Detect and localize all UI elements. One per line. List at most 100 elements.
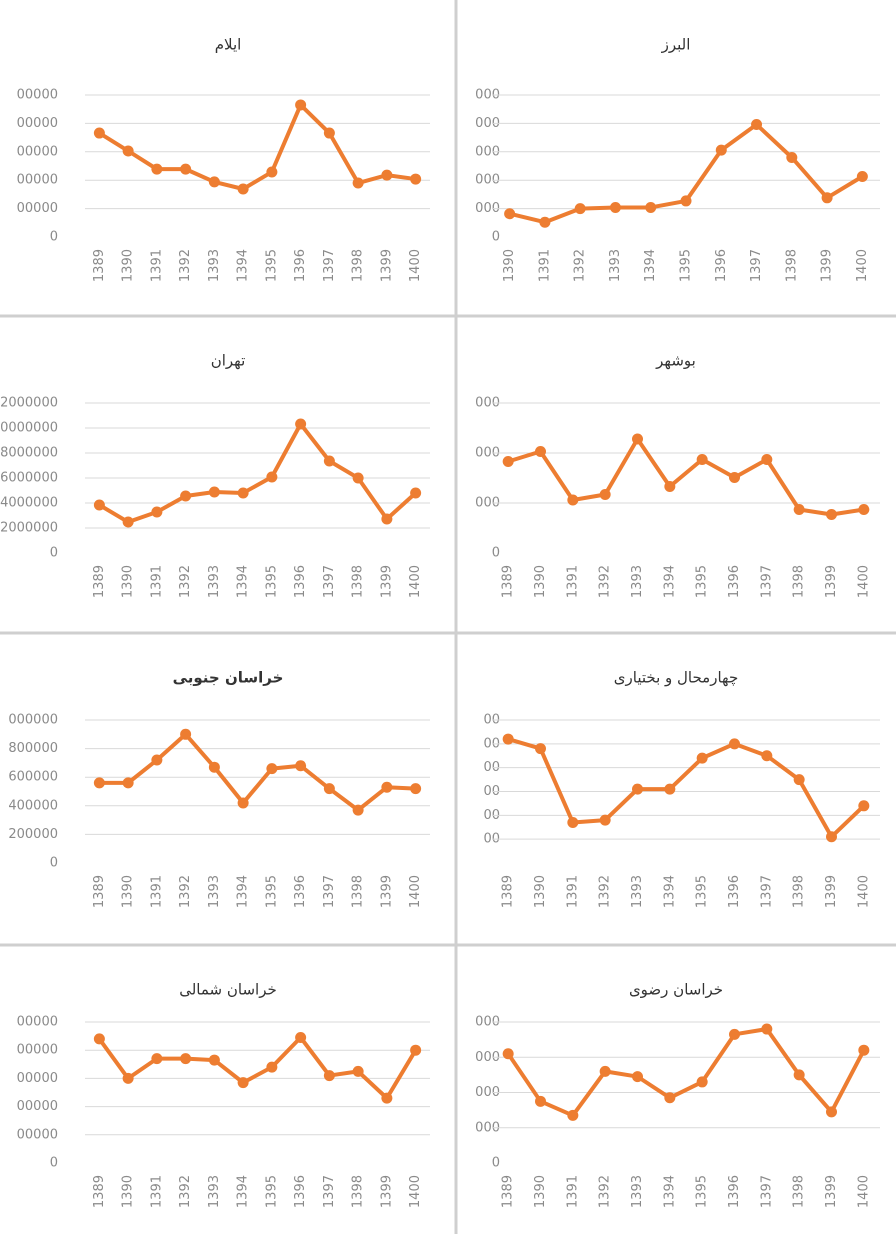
- x-tick-label: 1394: [236, 875, 251, 908]
- data-point: [352, 177, 364, 189]
- y-tick-label: 000: [475, 1050, 500, 1065]
- x-tick-label: 1398: [792, 1175, 807, 1208]
- x-tick-label: 1392: [178, 249, 193, 282]
- x-tick-label: 1400: [855, 249, 870, 282]
- x-tick-label: 1391: [565, 1175, 580, 1208]
- chart-title: ایلام: [215, 36, 242, 54]
- x-tick-label: 1395: [679, 249, 694, 282]
- data-point: [93, 1033, 105, 1045]
- y-tick-label: 0: [492, 1156, 500, 1171]
- y-tick-label: 600000: [8, 770, 58, 785]
- x-tick-label: 1392: [178, 565, 193, 598]
- data-point: [323, 127, 335, 139]
- chart-title: البرز: [661, 36, 691, 54]
- data-point: [599, 814, 611, 826]
- data-point: [858, 800, 870, 812]
- x-tick-label: 1397: [749, 249, 764, 282]
- y-tick-label: 00000: [17, 1015, 58, 1030]
- x-tick-label: 1393: [630, 565, 645, 598]
- x-tick-label: 1398: [351, 565, 366, 598]
- data-point: [826, 831, 837, 843]
- x-tick-label: 1391: [565, 565, 580, 598]
- data-point: [567, 1109, 579, 1121]
- data-point: [208, 1054, 220, 1066]
- x-tick-label: 1395: [695, 875, 710, 908]
- y-tick-label: 00000: [17, 144, 58, 159]
- data-point: [151, 754, 163, 766]
- data-point: [410, 173, 422, 185]
- x-tick-label: 1392: [573, 249, 588, 282]
- x-tick-label: 1391: [149, 875, 164, 908]
- data-point: [761, 750, 773, 762]
- data-point: [381, 513, 393, 525]
- data-point: [826, 1106, 837, 1118]
- data-point: [352, 804, 364, 816]
- data-point: [826, 509, 837, 520]
- data-line: [99, 732, 416, 813]
- data-point: [151, 1053, 163, 1065]
- data-point: [237, 183, 249, 195]
- data-point: [381, 1092, 393, 1104]
- x-tick-label: 1399: [824, 565, 839, 598]
- x-tick-label: 1400: [408, 1175, 423, 1208]
- data-point: [93, 777, 105, 789]
- data-point: [793, 504, 805, 515]
- x-tick-label: 1391: [149, 565, 164, 598]
- data-point: [410, 783, 422, 795]
- data-point: [786, 151, 798, 163]
- y-tick-label: 00000: [17, 1043, 58, 1058]
- data-point: [793, 1069, 805, 1081]
- y-tick-label: 000: [475, 496, 500, 511]
- y-tick-label: 000: [475, 88, 500, 103]
- x-tick-label: 1392: [598, 565, 613, 598]
- x-tick-label: 1390: [533, 565, 548, 598]
- data-point: [295, 99, 307, 111]
- data-point: [93, 127, 105, 139]
- x-tick-label: 1400: [408, 565, 423, 598]
- chart-title: بوشهر: [655, 352, 696, 370]
- data-point: [295, 418, 307, 430]
- x-tick-label: 1395: [695, 1175, 710, 1208]
- data-point: [122, 145, 134, 157]
- y-tick-label: 00: [483, 784, 500, 799]
- data-point: [664, 1092, 676, 1104]
- data-point: [122, 777, 134, 789]
- x-tick-label: 1389: [501, 565, 516, 598]
- y-tick-label: 4000000: [0, 496, 58, 511]
- x-tick-label: 1393: [207, 249, 222, 282]
- data-point: [567, 494, 579, 506]
- x-tick-label: 1391: [149, 249, 164, 282]
- data-point: [609, 201, 621, 213]
- x-tick-label: 1389: [92, 1175, 107, 1208]
- data-point: [858, 1044, 870, 1056]
- data-point: [858, 504, 870, 515]
- y-tick-label: 000: [475, 1120, 500, 1135]
- data-point: [180, 490, 192, 502]
- data-point: [237, 487, 249, 499]
- y-tick-label: 000: [475, 144, 500, 159]
- x-tick-label: 1395: [264, 1175, 279, 1208]
- data-point: [632, 783, 643, 795]
- data-point: [266, 763, 278, 775]
- x-tick-label: 1396: [727, 1175, 742, 1208]
- y-tick-label: 0000000: [0, 421, 58, 436]
- x-tick-label: 1391: [149, 1175, 164, 1208]
- x-tick-label: 1390: [121, 565, 136, 598]
- x-tick-label: 1390: [502, 249, 517, 282]
- y-tick-label: 6000000: [0, 471, 58, 486]
- data-point: [729, 1028, 740, 1040]
- x-tick-label: 1399: [824, 1175, 839, 1208]
- data-point: [599, 1065, 611, 1077]
- x-tick-label: 1398: [351, 875, 366, 908]
- y-tick-label: 00: [483, 808, 500, 823]
- data-point: [599, 489, 611, 500]
- data-line: [506, 1027, 866, 1118]
- y-tick-label: 000: [475, 116, 500, 131]
- chart-title: تهران: [211, 352, 246, 370]
- y-tick-label: 0: [50, 546, 58, 561]
- data-point: [208, 176, 220, 188]
- x-tick-label: 1397: [322, 1175, 337, 1208]
- x-tick-label: 1389: [92, 565, 107, 598]
- x-tick-label: 1400: [856, 565, 871, 598]
